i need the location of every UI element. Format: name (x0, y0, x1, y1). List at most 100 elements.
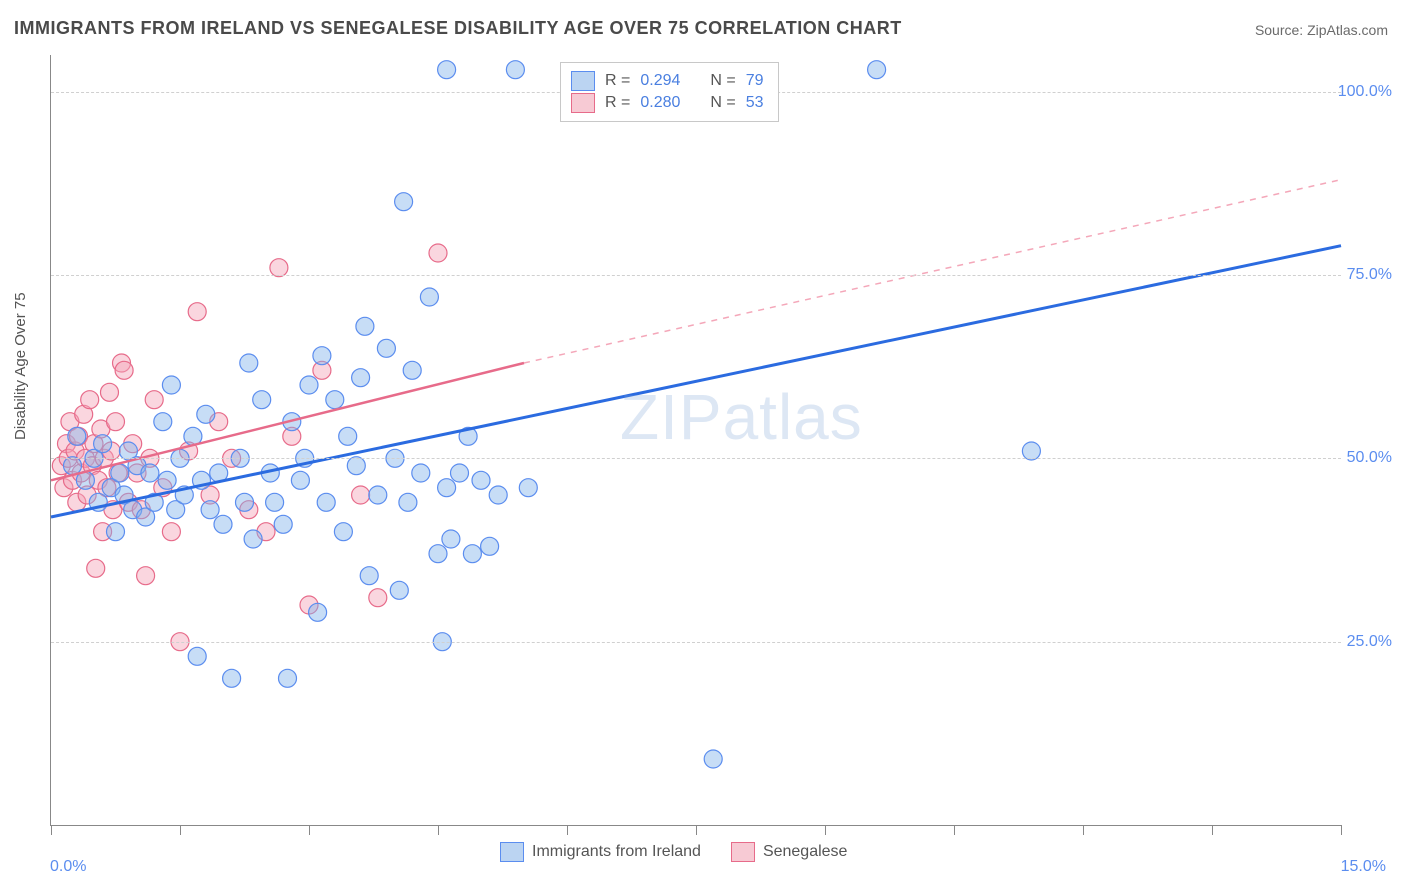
data-point (197, 405, 215, 423)
correlation-legend: R =0.294N =79R =0.280N =53 (560, 62, 779, 122)
legend-swatch (571, 93, 595, 113)
data-point (472, 471, 490, 489)
x-tick (51, 825, 52, 835)
data-point (201, 501, 219, 519)
data-point (145, 391, 163, 409)
data-point (317, 493, 335, 511)
series-legend: Immigrants from Ireland Senegalese (500, 842, 847, 862)
legend-r-label: R = (605, 72, 630, 90)
data-point (81, 391, 99, 409)
data-point (390, 581, 408, 599)
data-point (519, 479, 537, 497)
x-tick (438, 825, 439, 835)
data-point (352, 486, 370, 504)
data-point (137, 567, 155, 585)
y-tick-label: 50.0% (1347, 449, 1392, 467)
legend-swatch (731, 842, 755, 862)
legend-r-value: 0.280 (640, 94, 680, 112)
legend-r-value: 0.294 (640, 72, 680, 90)
legend-label: Immigrants from Ireland (532, 843, 701, 861)
data-point (244, 530, 262, 548)
data-point (506, 61, 524, 79)
data-point (438, 479, 456, 497)
data-point (94, 435, 112, 453)
data-point (158, 471, 176, 489)
data-point (154, 413, 172, 431)
data-point (429, 545, 447, 563)
data-point (107, 413, 125, 431)
data-point (279, 669, 297, 687)
x-tick (309, 825, 310, 835)
data-point (442, 530, 460, 548)
data-point (326, 391, 344, 409)
data-point (420, 288, 438, 306)
data-point (87, 559, 105, 577)
data-point (399, 493, 417, 511)
data-point (356, 317, 374, 335)
data-point (266, 493, 284, 511)
legend-n-label: N = (710, 94, 735, 112)
data-point (274, 515, 292, 533)
data-point (369, 589, 387, 607)
data-point (429, 244, 447, 262)
legend-item: Immigrants from Ireland (500, 842, 701, 862)
y-tick-label: 75.0% (1347, 266, 1392, 284)
data-point (162, 376, 180, 394)
data-point (223, 669, 241, 687)
data-point (463, 545, 481, 563)
data-point (438, 61, 456, 79)
x-tick (696, 825, 697, 835)
chart-title: IMMIGRANTS FROM IRELAND VS SENEGALESE DI… (14, 18, 902, 39)
x-axis-min-label: 0.0% (50, 858, 86, 876)
data-point (489, 486, 507, 504)
data-point (188, 303, 206, 321)
x-tick (1341, 825, 1342, 835)
data-point (64, 457, 82, 475)
legend-n-value: 79 (746, 72, 764, 90)
data-point (451, 464, 469, 482)
data-point (291, 471, 309, 489)
data-point (1022, 442, 1040, 460)
data-point (236, 493, 254, 511)
x-tick (1083, 825, 1084, 835)
gridline (51, 275, 1341, 276)
gridline (51, 458, 1341, 459)
legend-r-label: R = (605, 94, 630, 112)
x-axis-max-label: 15.0% (1341, 858, 1386, 876)
data-point (240, 354, 258, 372)
data-point (339, 427, 357, 445)
gridline (51, 642, 1341, 643)
y-tick-label: 100.0% (1338, 83, 1392, 101)
source-attribution: Source: ZipAtlas.com (1255, 22, 1388, 38)
data-point (334, 523, 352, 541)
data-point (141, 464, 159, 482)
x-tick (180, 825, 181, 835)
trend-line (51, 246, 1341, 517)
y-axis-label: Disability Age Over 75 (12, 292, 29, 440)
data-point (111, 464, 129, 482)
legend-n-label: N = (710, 72, 735, 90)
data-point (313, 347, 331, 365)
x-tick (567, 825, 568, 835)
legend-swatch (571, 71, 595, 91)
x-tick (954, 825, 955, 835)
data-point (403, 361, 421, 379)
data-point (214, 515, 232, 533)
legend-label: Senegalese (763, 843, 848, 861)
x-tick (825, 825, 826, 835)
chart-plot-area (50, 55, 1341, 826)
scatter-plot-svg (51, 55, 1341, 825)
legend-row: R =0.280N =53 (571, 93, 764, 113)
data-point (100, 383, 118, 401)
data-point (352, 369, 370, 387)
data-point (253, 391, 271, 409)
data-point (395, 193, 413, 211)
data-point (868, 61, 886, 79)
data-point (188, 647, 206, 665)
data-point (347, 457, 365, 475)
legend-item: Senegalese (731, 842, 848, 862)
y-tick-label: 25.0% (1347, 633, 1392, 651)
data-point (369, 486, 387, 504)
x-tick (1212, 825, 1213, 835)
data-point (270, 259, 288, 277)
